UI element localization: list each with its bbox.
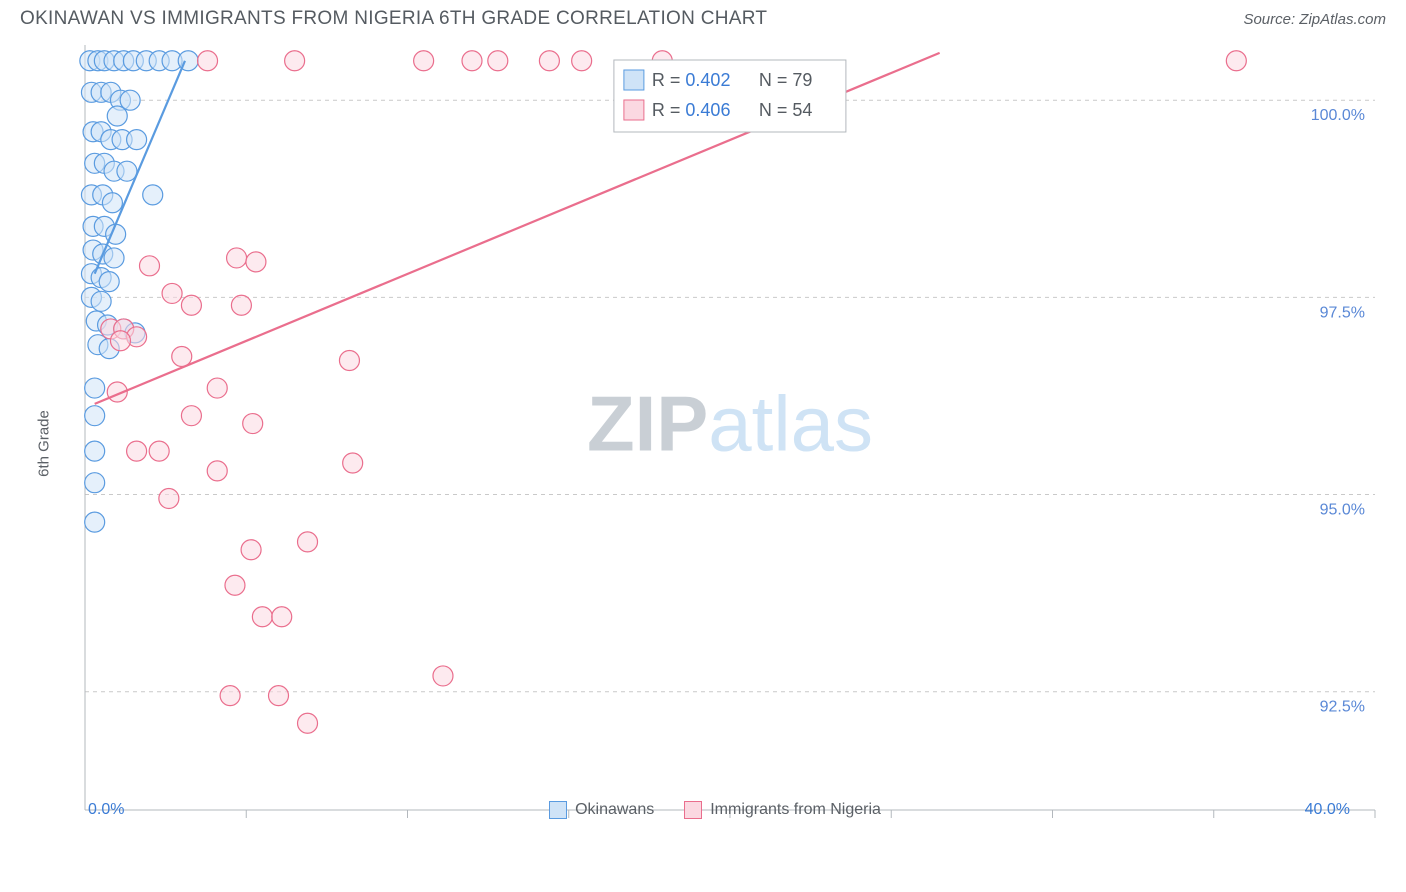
scatter-point [198, 51, 218, 71]
legend-item: Immigrants from Nigeria [684, 801, 881, 819]
scatter-point [110, 331, 130, 351]
legend-label: Immigrants from Nigeria [710, 801, 881, 819]
scatter-point [162, 283, 182, 303]
scatter-point [85, 378, 105, 398]
scatter-point [172, 347, 192, 367]
scatter-point [225, 575, 245, 595]
legend-label: Okinawans [575, 801, 654, 819]
scatter-point [117, 161, 137, 181]
scatter-point [246, 252, 266, 272]
scatter-point [149, 441, 169, 461]
scatter-point [159, 488, 179, 508]
scatter-point [85, 473, 105, 493]
scatter-point [539, 51, 559, 71]
watermark: ZIPatlas [587, 379, 873, 467]
scatter-point [231, 295, 251, 315]
scatter-point [91, 291, 111, 311]
scatter-point [414, 51, 434, 71]
scatter-point [227, 248, 247, 268]
scatter-point [1226, 51, 1246, 71]
scatter-point [85, 512, 105, 532]
scatter-point [85, 406, 105, 426]
source-label: Source: ZipAtlas.com [1243, 11, 1386, 28]
legend-swatch [684, 801, 702, 819]
scatter-point [107, 106, 127, 126]
legend: Okinawans Immigrants from Nigeria [40, 801, 1390, 819]
scatter-point [140, 256, 160, 276]
scatter-point [343, 453, 363, 473]
y-tick-label: 97.5% [1320, 304, 1365, 321]
legend-item: Okinawans [549, 801, 654, 819]
scatter-point [220, 686, 240, 706]
scatter-point [127, 441, 147, 461]
scatter-point [433, 666, 453, 686]
scatter-point [298, 532, 318, 552]
y-tick-label: 100.0% [1311, 107, 1365, 124]
scatter-point [85, 441, 105, 461]
y-tick-label: 92.5% [1320, 699, 1365, 716]
y-tick-label: 95.0% [1320, 502, 1365, 519]
scatter-point [207, 378, 227, 398]
scatter-point [252, 607, 272, 627]
scatter-point [143, 185, 163, 205]
chart-area: 6th Grade 100.0%97.5%95.0%92.5%ZIPatlasR… [40, 45, 1390, 825]
scatter-point [285, 51, 305, 71]
scatter-point [243, 414, 263, 434]
stats-n: N = 79 [759, 70, 813, 90]
scatter-point [181, 406, 201, 426]
stats-r: R = 0.406 [652, 100, 731, 120]
scatter-point [462, 51, 482, 71]
scatter-plot: 100.0% 97.5% 95.0% 92.5% ZIPatlas R = 0.402 N … [40, 45, 1390, 840]
stats-swatch [624, 100, 644, 120]
chart-title: OKINAWAN VS IMMIGRANTS FROM NIGERIA 6TH … [20, 8, 767, 30]
scatter-point [272, 607, 292, 627]
stats-r: R = 0.402 [652, 70, 731, 90]
stats-swatch [624, 70, 644, 90]
legend-swatch [549, 801, 567, 819]
scatter-point [488, 51, 508, 71]
scatter-point [127, 130, 147, 150]
scatter-point [298, 713, 318, 733]
scatter-point [181, 295, 201, 315]
scatter-point [207, 461, 227, 481]
scatter-point [104, 248, 124, 268]
scatter-point [339, 350, 359, 370]
scatter-point [99, 272, 119, 292]
stats-n: N = 54 [759, 100, 813, 120]
scatter-point [102, 193, 122, 213]
scatter-point [241, 540, 261, 560]
scatter-point [269, 686, 289, 706]
scatter-point [572, 51, 592, 71]
